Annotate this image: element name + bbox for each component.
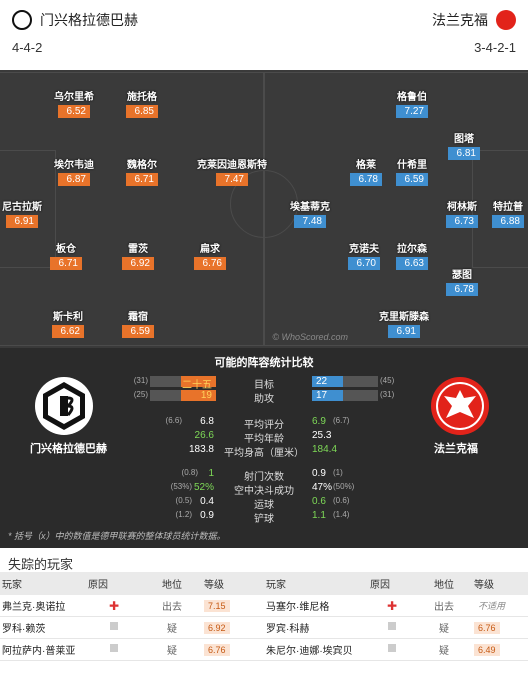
away-player[interactable]: 特拉普 6.88 (492, 202, 524, 228)
away-player[interactable]: 克诺夫 6.70 (348, 244, 380, 270)
injury-icon: ✚ (386, 598, 398, 613)
home-crest-icon (12, 10, 32, 30)
away-formation: 3-4-2-1 (474, 40, 516, 55)
stat-row: (0.8) 1 射门次数 0.9 (1) (181, 468, 343, 483)
doubtful-icon (110, 644, 118, 652)
home-player[interactable]: 霜宿 6.59 (122, 308, 154, 338)
missing-players: 失踪的玩家 玩家 原因 地位 等级 玩家 原因 地位 等级 弗兰克·奥诺拉 ✚ … (0, 548, 528, 661)
home-box (0, 150, 56, 268)
table-header: 玩家 原因 地位 等级 玩家 原因 地位 等级 (0, 572, 528, 595)
away-box (472, 150, 528, 268)
away-label: 法兰克福 (434, 443, 478, 455)
table-row[interactable]: 罗科·赖茨 疑 6.92 罗宾·科赫 疑 6.76 (0, 616, 528, 639)
stat-row: (0.5) 0.4 运球 0.6 (0.6) (175, 496, 350, 511)
home-player[interactable]: 克莱因迪恩斯特 7.47 (197, 160, 267, 186)
away-assists-bar (312, 390, 378, 401)
away-player[interactable]: 格鲁伯 7.27 (396, 92, 428, 118)
stat-row: 26.6 平均年龄 25.3 (194, 430, 332, 445)
stat-row: (6.6) 6.8 平均评分 6.9 (6.7) (165, 416, 350, 431)
away-player[interactable]: 柯林斯 6.73 (446, 202, 478, 228)
away-team-name: 法兰克福 (432, 12, 488, 28)
away-crest-icon (496, 10, 516, 30)
away-player[interactable]: 瑟图 6.78 (446, 266, 478, 296)
away-team-header[interactable]: 法兰克福 (432, 10, 516, 30)
injury-icon: ✚ (108, 598, 120, 613)
pitch: 乌尔里希 6.52 施托格 6.85 埃尔韦迪 6.87 魏格尔 6.71 克莱因迪恩斯… (0, 70, 528, 348)
away-goals-bar (312, 376, 378, 387)
home-player[interactable]: 板仓 6.71 (50, 240, 82, 270)
home-player[interactable]: 埃尔韦迪 6.87 (54, 160, 94, 186)
away-player[interactable]: 格莱 6.78 (350, 156, 382, 186)
home-formation: 4-4-2 (12, 40, 43, 55)
missing-title: 失踪的玩家 (8, 557, 74, 572)
doubtful-icon (388, 644, 396, 652)
home-player[interactable]: 施托格 6.85 (126, 92, 158, 118)
home-assists-bar (150, 390, 216, 401)
lineup-comparison: 可能的阵容统计比较 门兴格拉德巴赫 法兰克福 (31) 二十五 目标 22 (4… (0, 348, 528, 548)
home-player[interactable]: 乌尔里希 6.52 (54, 92, 94, 118)
missing-table: 玩家 原因 地位 等级 玩家 原因 地位 等级 弗兰克·奥诺拉 ✚ 出去 7.1… (0, 572, 528, 661)
away-player[interactable]: 埃基蒂克 7.48 (290, 202, 330, 228)
stat-row: 183.8 平均身高（厘米） 184.4 (188, 444, 338, 459)
home-logo-icon (35, 377, 93, 435)
home-team-header[interactable]: 门兴格拉德巴赫 (12, 10, 138, 30)
away-logo-icon (431, 377, 489, 435)
away-player[interactable]: 图塔 6.81 (448, 130, 480, 160)
watermark: © WhoScored.com (272, 332, 348, 342)
home-player[interactable]: 斯卡利 6.62 (52, 312, 84, 338)
home-goals-bar (150, 376, 216, 387)
doubtful-icon (110, 622, 118, 630)
doubtful-icon (388, 622, 396, 630)
home-team-name: 门兴格拉德巴赫 (40, 12, 138, 28)
home-player[interactable]: 扁求 6.76 (194, 240, 226, 270)
match-header: 门兴格拉德巴赫 法兰克福 4-4-2 3-4-2-1 (0, 0, 528, 70)
away-player[interactable]: 克里斯滕森 6.91 (379, 312, 429, 338)
away-player[interactable]: 拉尔森 6.63 (396, 244, 428, 270)
stat-row-goals: (31) 二十五 目标 22 (45) (133, 376, 395, 391)
table-row[interactable]: 弗兰克·奥诺拉 ✚ 出去 7.15 马塞尔·维尼格 ✚ 出去 不适用 (0, 595, 528, 617)
home-player[interactable]: 尼古拉斯 6.91 (2, 202, 42, 228)
home-label: 门兴格拉德巴赫 (30, 443, 107, 455)
away-player[interactable]: 什希里 6.59 (396, 160, 428, 186)
table-row[interactable]: 阿拉萨内·普莱亚 疑 6.76 朱尼尔·迪娜·埃宾贝 疑 6.49 (0, 638, 528, 661)
comparison-title: 可能的阵容统计比较 (214, 357, 314, 369)
center-circle (230, 170, 298, 238)
home-player[interactable]: 雷茨 6.92 (122, 240, 154, 270)
home-player[interactable]: 魏格尔 6.71 (126, 160, 158, 186)
stat-row: (1.2) 0.9 铲球 1.1 (1.4) (175, 510, 350, 525)
footnote: * 括号（x）中的数值是德甲联赛的整体球员统计数据。 (8, 531, 226, 541)
stat-row-assists: (25) 19 助攻 17 (31) (133, 390, 395, 405)
stat-row: (53%) 52% 空中决斗成功 47% (50%) (170, 482, 355, 497)
